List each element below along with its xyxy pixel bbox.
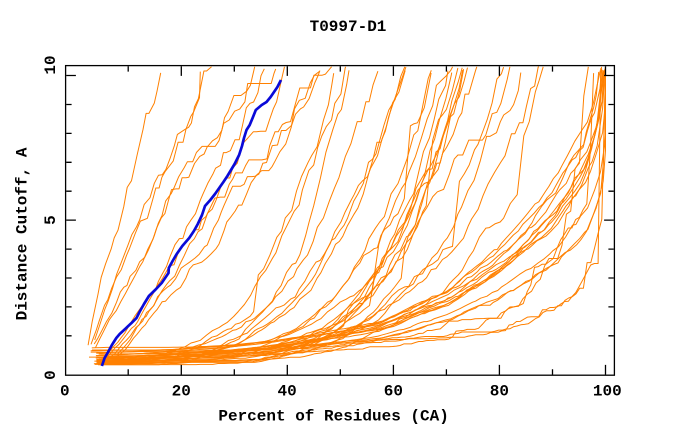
svg-text:100: 100 (593, 382, 622, 400)
svg-text:10: 10 (42, 55, 60, 74)
svg-text:0: 0 (60, 382, 70, 400)
svg-text:Percent of Residues (CA): Percent of Residues (CA) (218, 408, 448, 426)
svg-text:40: 40 (277, 382, 296, 400)
svg-text:20: 20 (172, 382, 191, 400)
svg-text:T0997-D1: T0997-D1 (310, 18, 387, 36)
svg-text:5: 5 (42, 215, 60, 225)
svg-text:Distance Cutoff, A: Distance Cutoff, A (14, 147, 32, 320)
svg-text:60: 60 (384, 382, 403, 400)
svg-text:80: 80 (490, 382, 509, 400)
svg-text:0: 0 (42, 370, 60, 380)
